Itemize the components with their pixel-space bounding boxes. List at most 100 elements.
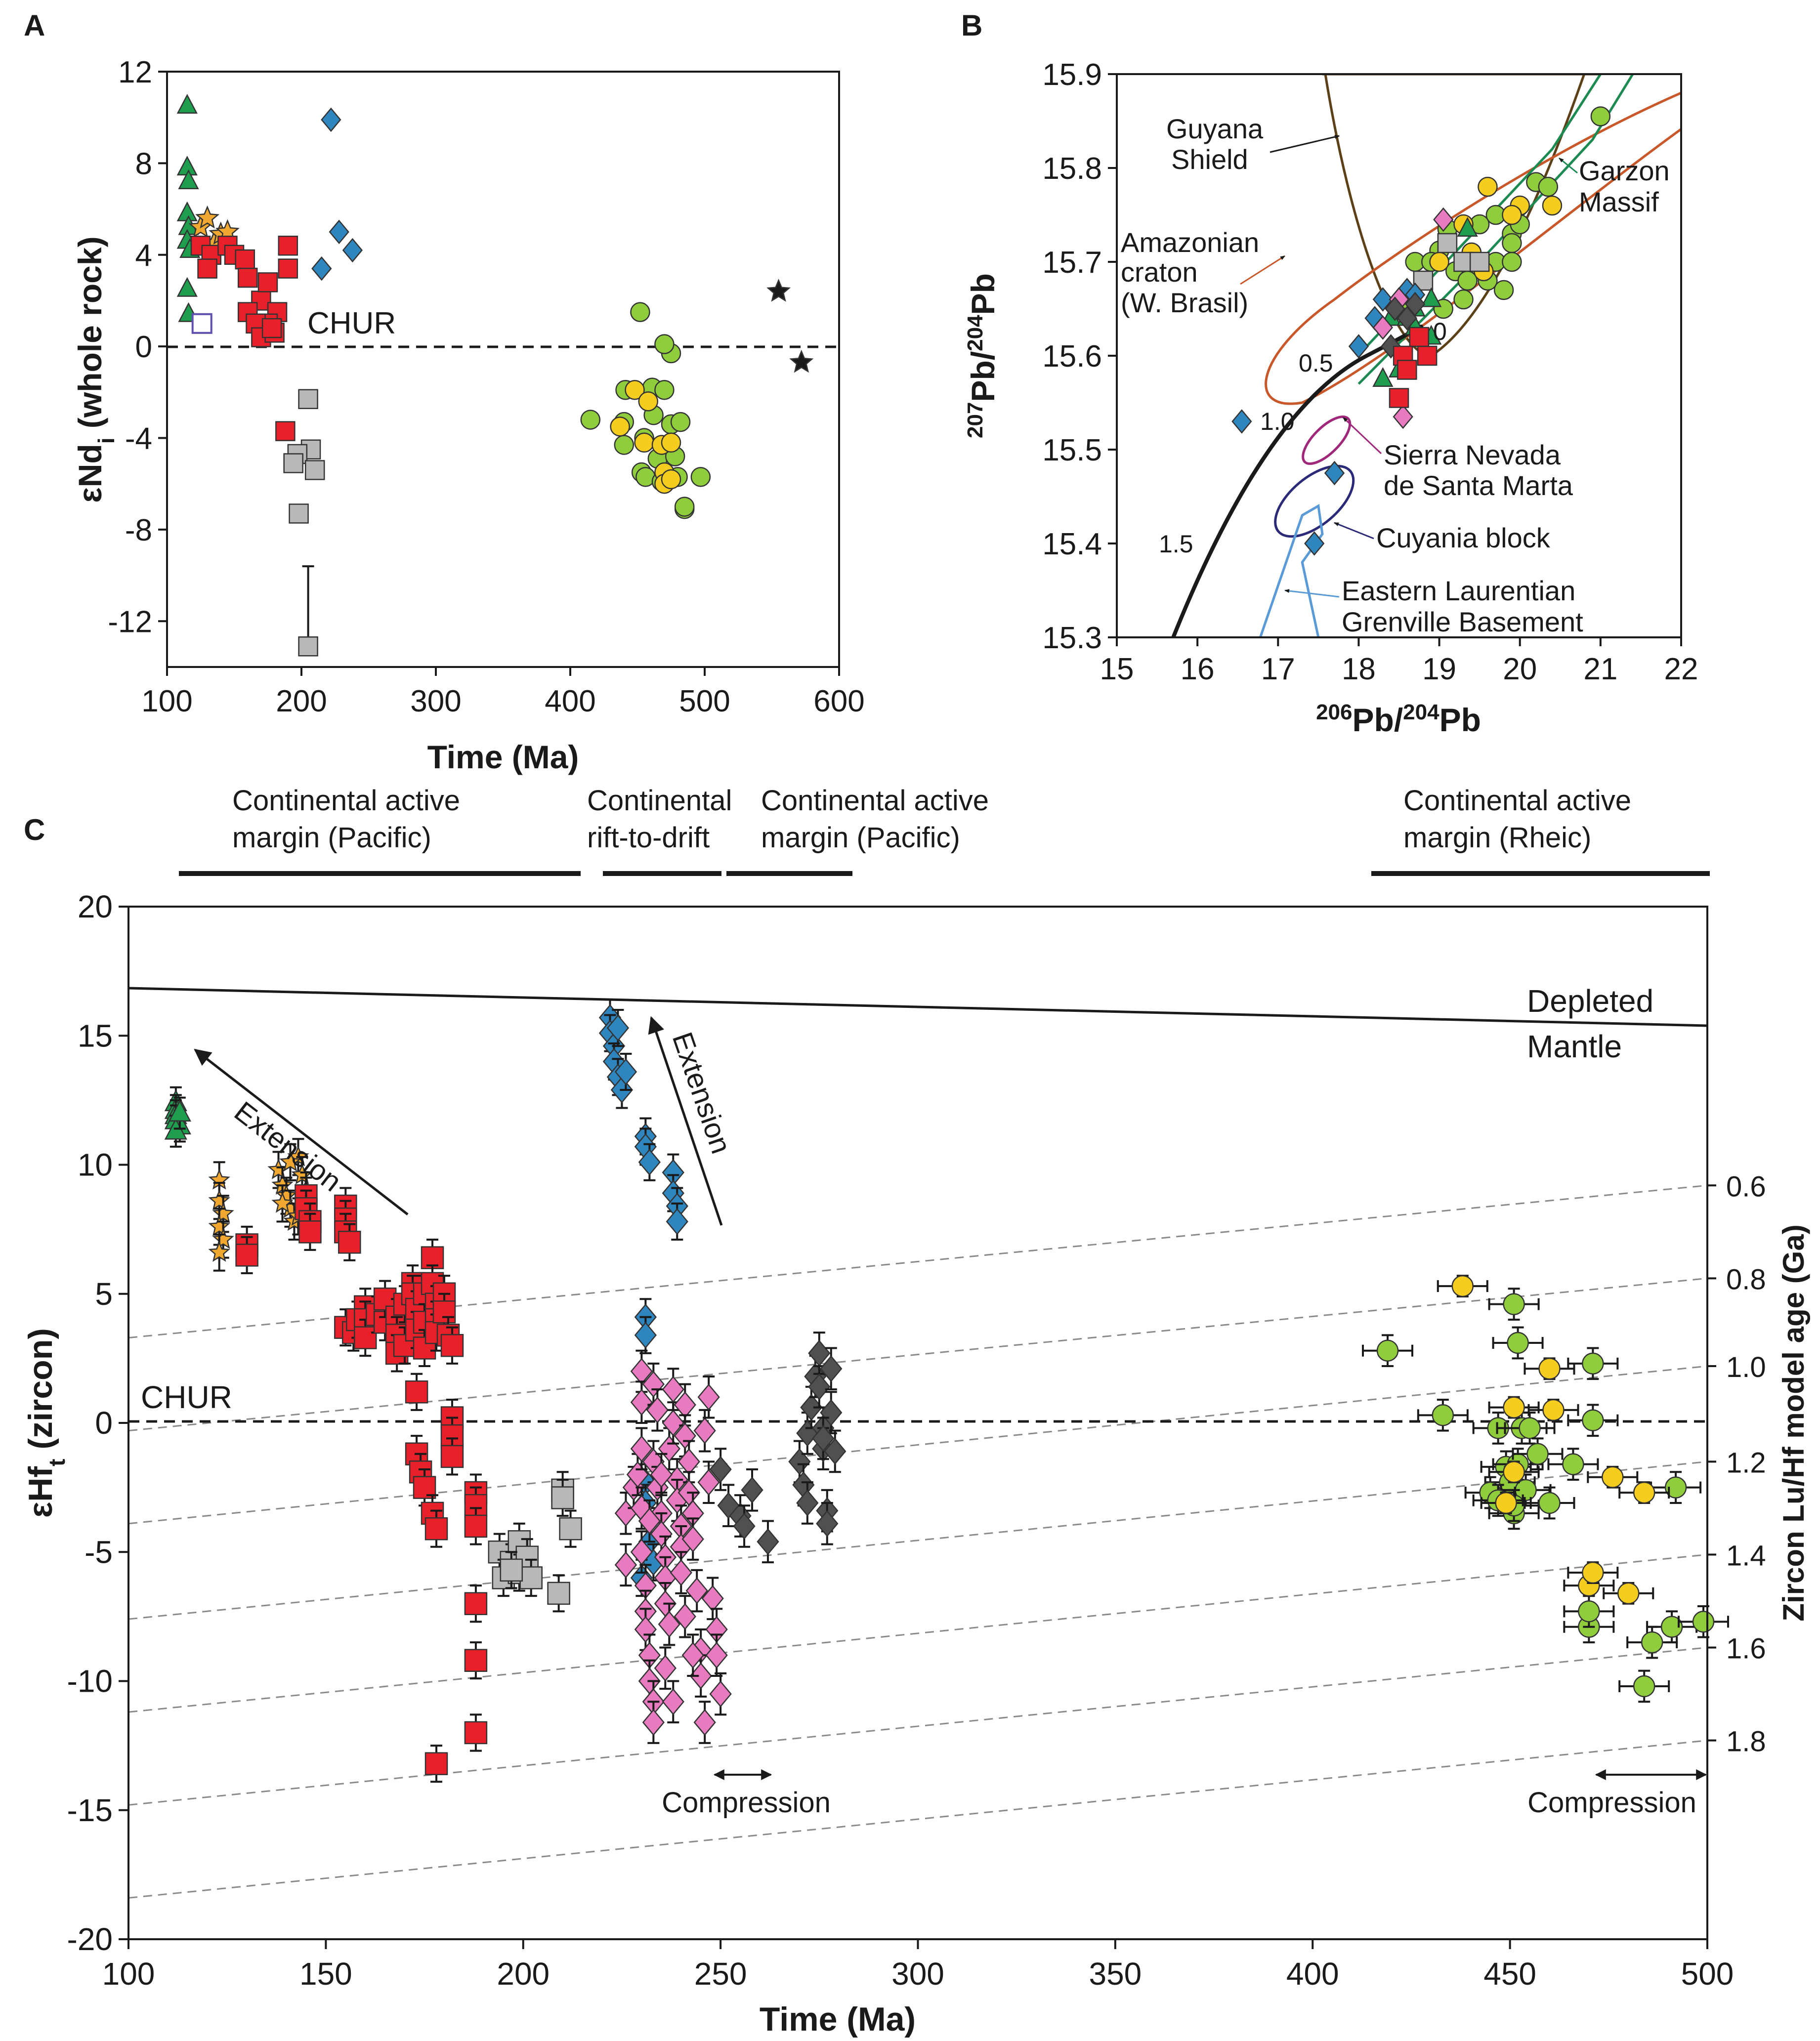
panel-b-points xyxy=(1231,106,1611,556)
b-point-green-triangles xyxy=(1421,287,1442,307)
b-point-red-squares xyxy=(1409,327,1430,347)
a-point-blue-diamonds xyxy=(321,107,341,132)
a-point-red-squares xyxy=(235,249,255,270)
a-x-tick-label: 500 xyxy=(679,684,730,718)
b-y-tick-label: 15.3 xyxy=(1042,621,1102,655)
c-point-red-squares xyxy=(440,1334,464,1357)
a-point-red-squares xyxy=(278,235,298,256)
label-age-0: 0 xyxy=(1433,318,1447,345)
c-point-red-squares xyxy=(405,1380,428,1404)
a-point-black-stars xyxy=(789,349,814,373)
c-y2-tick-label: 1.2 xyxy=(1726,1447,1766,1479)
c-point-lime-circles xyxy=(1582,1409,1604,1432)
b-x-tick-label: 19 xyxy=(1422,652,1456,686)
label-guyana-1: Guyana xyxy=(1166,113,1264,144)
c-point-red-squares xyxy=(424,1752,448,1775)
panel-c-ylabel-sub: t xyxy=(44,1459,70,1466)
a-x-tick-label: 300 xyxy=(410,684,461,718)
panel-b-y-axis: 15.9 15.8 15.7 15.6 15.5 15.4 15.3 xyxy=(1042,58,1117,655)
panel-b-labels: Guyana Shield Amazonian craton (W. Brasi… xyxy=(1121,113,1670,637)
c-x-tick-label: 250 xyxy=(694,1956,747,1992)
depleted-mantle-label-1: Depleted xyxy=(1527,983,1653,1019)
garzon-leader xyxy=(1559,157,1578,174)
panel-a-xlabel: Time (Ma) xyxy=(427,739,579,775)
b-point-green-triangles xyxy=(1457,216,1478,237)
c-point-lime-circles xyxy=(1526,1443,1549,1465)
c-y2-tick-label: 1.4 xyxy=(1726,1540,1766,1572)
c-x-tick-label: 300 xyxy=(891,1956,944,1992)
a-x-tick-label: 100 xyxy=(141,684,192,718)
a-y-tick-label: 0 xyxy=(135,330,152,364)
c-point-yellow-circles xyxy=(1495,1492,1517,1514)
b-point-pink-diamonds xyxy=(1393,404,1413,429)
panel-a-chur-label: CHUR xyxy=(307,306,396,340)
c-point-yellow-circles xyxy=(1503,1461,1525,1483)
a-point-red-squares xyxy=(261,318,282,338)
c-x-tick-label: 200 xyxy=(497,1956,550,1992)
c-point-dark-diamonds xyxy=(717,1492,740,1519)
b-point-green-circles xyxy=(1502,251,1522,272)
a-y-tick-label: 12 xyxy=(118,55,152,89)
c-point-lime-circles xyxy=(1664,1476,1687,1499)
model-age-line xyxy=(128,1277,1708,1432)
panel-c-y2label: Zircon Lu/Hf model age (Ga) xyxy=(1777,1224,1810,1621)
c-point-dark-diamonds xyxy=(788,1448,811,1475)
b-point-green-circles xyxy=(1538,176,1559,197)
c-point-lime-circles xyxy=(1578,1600,1600,1623)
c-point-pink-diamonds xyxy=(642,1708,665,1736)
laurentian-field xyxy=(1259,503,1324,637)
c-point-pink-diamonds xyxy=(662,1409,684,1437)
c-point-yellow-circles xyxy=(1538,1358,1561,1380)
guyana-leader xyxy=(1270,135,1340,153)
b-x-tick-label: 18 xyxy=(1342,652,1376,686)
c-x-tick-label: 350 xyxy=(1089,1956,1142,1992)
a-point-gray-squares xyxy=(283,453,303,473)
c-point-dark-diamonds xyxy=(796,1489,819,1517)
c-x-tick-label: 100 xyxy=(102,1956,155,1992)
b-point-dark-diamonds xyxy=(1381,334,1401,359)
panel-c: C Continental active margin (Pacific) Co… xyxy=(22,785,1810,2038)
c-point-gray-squares xyxy=(547,1582,570,1605)
b-point-green-triangles xyxy=(1372,367,1394,387)
panel-a-points xyxy=(176,93,814,657)
a-point-blue-diamonds xyxy=(311,256,332,281)
c-point-pink-diamonds xyxy=(709,1680,732,1708)
b-point-yellow-circles xyxy=(1542,195,1563,216)
c-point-pink-diamonds xyxy=(646,1396,669,1424)
model-age-line xyxy=(128,1553,1708,1713)
compression-label-1: Compression xyxy=(662,1787,831,1819)
a-point-lime-circles xyxy=(580,410,601,430)
b-point-dark-diamonds xyxy=(1397,306,1417,331)
c-point-lime-circles xyxy=(1507,1332,1529,1354)
b-x-tick-label: 17 xyxy=(1261,652,1295,686)
c-point-red-squares xyxy=(464,1649,488,1672)
c-point-lime-circles xyxy=(1692,1611,1715,1633)
c-point-blue-diamonds xyxy=(614,1058,637,1085)
c-point-yellow-circles xyxy=(1542,1399,1565,1421)
a-point-black-stars xyxy=(766,279,791,302)
a-point-yellow-circles xyxy=(634,432,654,453)
c-point-red-squares xyxy=(354,1326,377,1349)
c-point-lime-circles xyxy=(1562,1453,1584,1475)
panel-c-y-axis: 20 15 10 5 0 -5 -10 -15 -20 xyxy=(67,889,128,1957)
c-point-lime-circles xyxy=(1582,1352,1604,1375)
a-point-open-square xyxy=(191,313,212,334)
a-point-yellow-circles xyxy=(661,469,681,490)
panel-b-xlabel: 206Pb/204Pb xyxy=(1316,700,1481,739)
panel-c-frame xyxy=(127,906,1708,1940)
a-point-lime-circles xyxy=(674,497,695,517)
c-point-pink-diamonds xyxy=(674,1422,696,1450)
panel-b-xlabel-mid: Pb/ xyxy=(1352,702,1403,738)
panel-a-ylabel-main: εNd xyxy=(72,444,108,502)
c-point-orange-stars xyxy=(279,1151,301,1172)
b-point-blue-diamonds xyxy=(1304,531,1325,556)
a-point-gray-squares xyxy=(298,389,318,409)
b-point-green-circles xyxy=(1453,289,1474,310)
c-y-tick-label: 15 xyxy=(78,1018,113,1053)
c-point-pink-diamonds xyxy=(654,1655,677,1682)
tectonic-settings: Continental active margin (Pacific) Cont… xyxy=(179,785,1710,876)
a-y-tick-label: -4 xyxy=(125,422,152,456)
c-point-gray-squares xyxy=(559,1517,582,1541)
c-point-pink-diamonds xyxy=(638,1507,661,1535)
a-point-green-triangles xyxy=(178,169,199,189)
